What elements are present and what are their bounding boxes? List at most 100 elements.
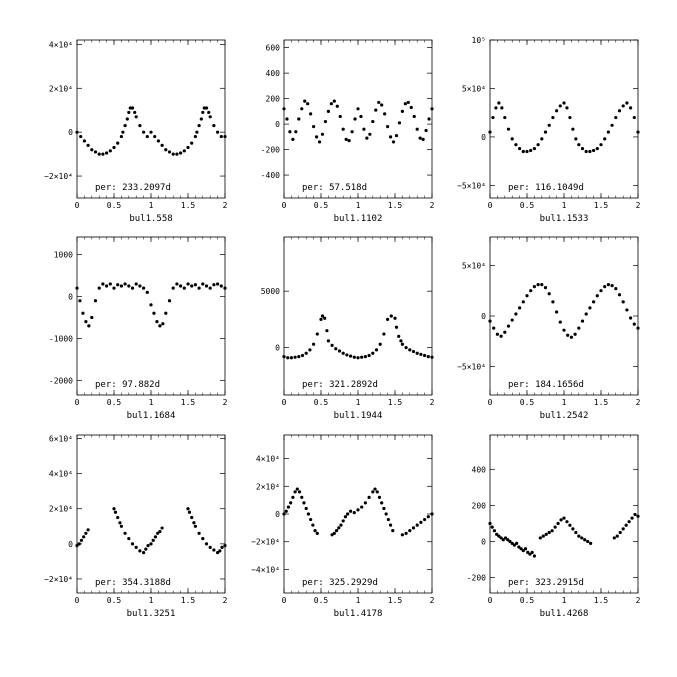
data-point	[386, 517, 390, 522]
y-tick-label: −4×10⁴	[251, 565, 280, 574]
x-tick-label: 0	[282, 398, 287, 407]
data-point	[130, 106, 135, 110]
y-tick-label: 5×10⁴	[462, 84, 486, 93]
data-point	[547, 530, 551, 535]
data-point	[510, 541, 514, 545]
data-point	[182, 149, 186, 153]
x-axis-label: bul1.558	[129, 214, 172, 224]
data-point	[300, 495, 304, 499]
data-point	[359, 114, 363, 119]
subplot-8: 0 0.5 1 1.5 2 −4×10⁴ −2×10⁴ 0 2×10⁴ 4×10⁴ per: 325…	[251, 434, 435, 619]
y-tick-label: 400	[266, 69, 281, 78]
data-point	[592, 148, 596, 153]
data-point	[125, 117, 129, 121]
data-point	[119, 524, 123, 528]
data-point	[589, 541, 593, 545]
period-annotation: per: 321.2892d	[302, 380, 378, 390]
data-point	[573, 332, 577, 336]
data-point	[84, 320, 88, 324]
data-point	[614, 115, 618, 120]
data-point	[144, 547, 148, 551]
data-point	[375, 490, 379, 494]
data-point	[569, 335, 574, 339]
x-tick-label: 2	[223, 596, 228, 605]
data-point	[300, 353, 305, 358]
data-point	[356, 107, 360, 111]
data-point	[86, 528, 90, 532]
data-point	[558, 320, 562, 324]
data-point	[352, 511, 356, 515]
x-axis-label: bul1.2542	[540, 411, 589, 421]
data-point	[315, 332, 319, 336]
data-point	[182, 286, 186, 290]
data-point	[536, 143, 540, 147]
y-tick-label: 0	[481, 133, 486, 142]
data-point	[529, 289, 533, 293]
data-point	[488, 521, 492, 526]
data-point	[495, 532, 499, 536]
data-point	[499, 536, 503, 540]
data-point	[145, 134, 149, 139]
data-point	[397, 334, 401, 338]
data-point	[300, 107, 304, 111]
data-point	[186, 145, 190, 150]
x-tick-label: 1	[149, 398, 154, 407]
data-point	[282, 107, 286, 111]
data-point	[345, 353, 349, 357]
data-point	[506, 324, 511, 328]
data-point	[503, 330, 507, 334]
data-point	[303, 99, 307, 103]
data-point	[404, 346, 408, 350]
data-point	[130, 542, 135, 546]
data-point	[349, 354, 353, 358]
data-point	[212, 548, 216, 552]
data-point	[105, 284, 109, 288]
data-point	[75, 286, 79, 290]
data-point	[293, 490, 297, 494]
subplot-9: 0 0.5 1 1.5 2 -200 0 200 400 per: 323.2915d bul1.4…	[467, 434, 641, 619]
data-point	[134, 115, 138, 119]
subplot-4: 0 0.5 1 1.5 2 -2000 -1000 0 1000 per: 97.882d bul1…	[49, 236, 228, 421]
data-point	[501, 538, 505, 542]
data-point	[553, 525, 557, 529]
x-tick-label: 1.5	[594, 201, 609, 210]
data-point	[636, 326, 640, 330]
data-point	[167, 150, 172, 154]
data-point	[156, 139, 160, 143]
data-point	[330, 343, 334, 347]
x-tick-label: 0	[75, 398, 80, 407]
data-point	[193, 283, 197, 287]
data-point	[123, 282, 127, 286]
data-point	[551, 115, 555, 120]
data-point	[223, 286, 227, 290]
data-point	[518, 146, 522, 151]
data-point	[562, 101, 566, 105]
data-point	[320, 314, 325, 318]
x-tick-label: 0	[488, 596, 493, 605]
data-point	[212, 283, 216, 287]
x-tick-label: 2	[430, 596, 435, 605]
data-point	[352, 355, 356, 359]
data-point	[386, 125, 390, 129]
data-point	[612, 536, 616, 540]
y-tick-label: 0	[275, 344, 280, 353]
data-point	[368, 132, 372, 136]
data-point	[308, 348, 312, 352]
x-tick-label: 1.5	[388, 398, 403, 407]
data-point	[603, 285, 607, 289]
data-point	[577, 534, 581, 538]
data-point	[574, 530, 578, 535]
data-point	[532, 146, 537, 151]
data-point	[430, 355, 434, 359]
y-tick-label: 5000	[261, 287, 280, 296]
data-point	[384, 512, 388, 516]
data-point	[371, 351, 375, 355]
data-point	[197, 286, 201, 290]
data-point	[610, 123, 614, 127]
data-point	[285, 117, 289, 121]
data-point	[506, 538, 510, 542]
data-point	[286, 356, 290, 360]
y-tick-label: −5×10⁴	[457, 363, 486, 372]
data-point	[332, 99, 336, 103]
period-annotation: per: 323.2915d	[508, 578, 584, 588]
